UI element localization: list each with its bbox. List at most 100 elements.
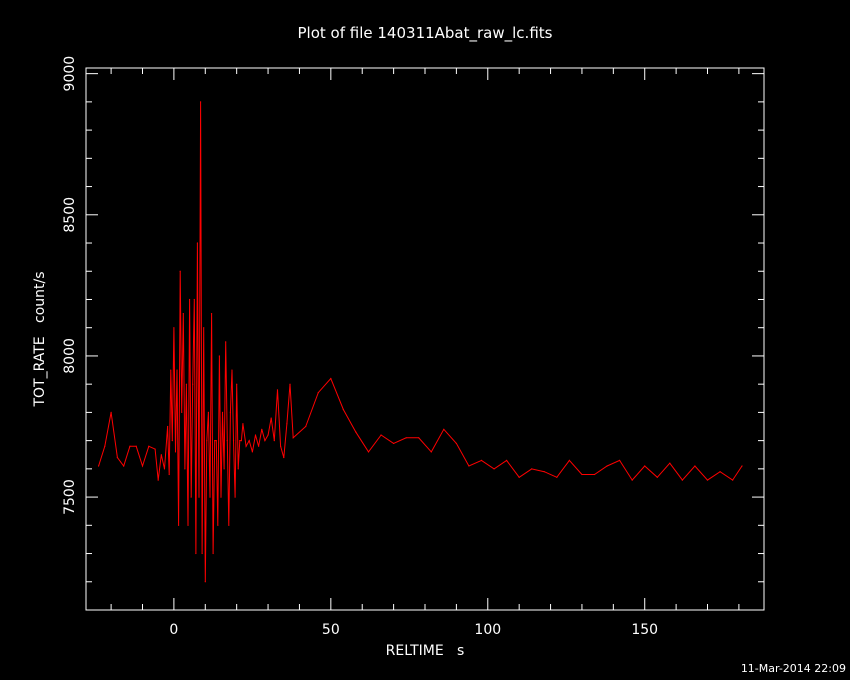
data-point [681, 479, 683, 481]
data-point [226, 440, 228, 442]
data-point [148, 445, 150, 447]
data-point [188, 298, 191, 301]
data-point [160, 454, 162, 456]
data-point [181, 411, 183, 413]
data-point [176, 369, 178, 371]
y-tick-label: 7500 [62, 479, 78, 515]
data-point [719, 471, 721, 473]
data-point [342, 408, 344, 411]
data-point [237, 468, 239, 470]
data-point [167, 425, 169, 428]
data-point [493, 468, 495, 470]
data-point [229, 411, 231, 413]
data-point [173, 327, 175, 329]
data-point [217, 524, 219, 526]
data-point [418, 437, 420, 439]
data-point [430, 451, 432, 453]
data-point [221, 411, 224, 413]
data-point [141, 465, 144, 467]
data-point [405, 437, 407, 439]
data-point [182, 312, 184, 315]
data-point [455, 442, 457, 445]
data-point [154, 448, 156, 450]
data-point [480, 459, 483, 461]
data-point [174, 451, 177, 453]
data-point [276, 389, 279, 391]
data-point [280, 445, 282, 447]
data-point [254, 434, 257, 436]
data-point [258, 445, 260, 447]
data-point [123, 465, 125, 467]
data-point [305, 425, 307, 428]
data-point [195, 552, 197, 555]
data-point [270, 417, 272, 419]
data-point [393, 442, 395, 445]
data-point [286, 423, 288, 425]
data-point [606, 465, 608, 467]
data-point [239, 440, 241, 442]
timestamp: 11-Mar-2014 22:09 [741, 662, 846, 675]
axis-ticks [86, 68, 764, 610]
x-tick-label: 50 [322, 622, 340, 638]
data-point [198, 496, 200, 498]
data-point [184, 468, 186, 470]
data-point [129, 445, 131, 447]
data-point [330, 377, 332, 380]
data-point [380, 434, 382, 436]
data-point [207, 411, 210, 413]
data-point [231, 369, 233, 371]
data-point [192, 383, 194, 385]
data-point [236, 383, 238, 385]
data-point [656, 476, 658, 478]
data-point [543, 471, 545, 473]
data-point [261, 428, 263, 430]
data-point [556, 476, 558, 478]
data-point [531, 468, 533, 470]
data-point [187, 524, 189, 526]
data-point [706, 479, 709, 481]
data-point [209, 496, 211, 498]
data-point [267, 434, 269, 436]
x-axis-label: RELTIME s [386, 643, 465, 659]
data-point [694, 465, 696, 467]
y-axis-label: TOT_RATE count/s [32, 271, 48, 407]
data-point [644, 465, 646, 467]
x-tick-label: 0 [169, 622, 178, 638]
y-tick-label: 8000 [62, 338, 78, 374]
data-point [234, 496, 236, 498]
data-point [506, 459, 508, 461]
data-point [220, 496, 222, 498]
data-point [190, 496, 192, 498]
x-tick-label: 100 [474, 622, 501, 638]
data-point [581, 473, 583, 476]
data-point [631, 479, 633, 481]
data-point [242, 423, 244, 425]
data-point [367, 451, 370, 453]
data-point [196, 242, 199, 244]
x-tick-label: 150 [631, 622, 658, 638]
data-point [240, 440, 242, 442]
data-point [218, 355, 221, 357]
data-point [228, 524, 230, 526]
data-point [204, 581, 206, 583]
data-point [468, 465, 470, 467]
data-point [201, 552, 203, 555]
data-point [248, 440, 250, 442]
data-point [110, 411, 112, 413]
plot-frame [85, 67, 765, 611]
y-tick-label: 8500 [62, 197, 78, 233]
data-point [251, 451, 253, 453]
axis-tick-labels: 0 50 100 150 7500 8000 8500 9000 [62, 56, 658, 638]
data-point [741, 465, 743, 467]
data-point [193, 298, 195, 301]
data-point [210, 312, 213, 315]
data-point [116, 456, 118, 459]
data-point [619, 459, 621, 461]
data-point [593, 473, 596, 476]
data-point [283, 456, 285, 459]
chart-title: Plot of file 140311Abat_raw_lc.fits [298, 24, 553, 43]
data-point [214, 440, 216, 442]
data-point [135, 445, 137, 447]
data-point [206, 440, 208, 442]
